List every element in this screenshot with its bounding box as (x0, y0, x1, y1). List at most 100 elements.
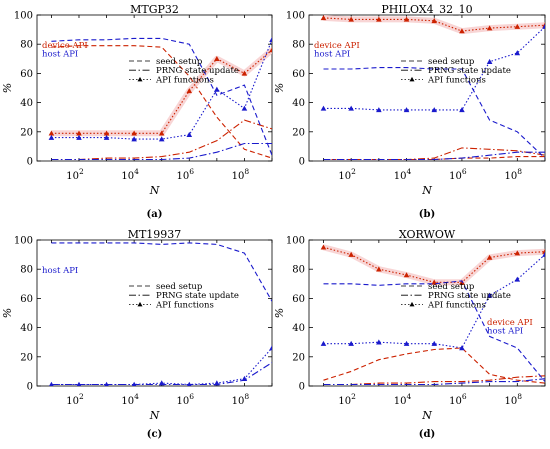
triangle-marker (186, 381, 192, 386)
legend-label: seed setup (428, 282, 475, 292)
triangle-marker (48, 134, 55, 140)
triangle-marker (131, 381, 137, 386)
x-tick-label: 108 (232, 392, 250, 407)
triangle-marker (403, 340, 410, 346)
triangle-marker (320, 340, 327, 346)
legend-label: API functions (155, 75, 214, 85)
legend-marker (137, 76, 143, 82)
triangle-marker (103, 134, 110, 140)
triangle-marker (431, 340, 438, 346)
triangle-marker (376, 339, 382, 345)
panel-a: 0 20 40 60 80 100 102 104 106 108 MTGP32 N% (a) devic… (1, 3, 273, 220)
y-tick-label: 40 (20, 323, 33, 334)
plot-frame (36, 239, 273, 387)
y-tick-label: 20 (292, 127, 305, 138)
y-tick-label: 80 (20, 265, 33, 276)
y-tick-label: 40 (292, 98, 305, 109)
triangle-marker (348, 105, 354, 111)
triangle-marker (431, 107, 438, 113)
y-tick-label: 60 (20, 69, 33, 80)
triangle-marker (403, 16, 410, 22)
y-tick-label: 20 (292, 352, 305, 363)
y-tick-label: 20 (20, 352, 33, 363)
triangle-marker (514, 276, 521, 282)
y-tick-label: 60 (292, 294, 305, 305)
series-line-host-dashdot (323, 151, 545, 161)
legend-label: PRNG state update (428, 291, 511, 301)
panel-b: 0 20 40 60 80 100 102 104 106 108 PHILOX4_32_10 N% (… (273, 3, 546, 220)
triangle-marker (320, 15, 327, 21)
y-tick-label: 0 (299, 382, 305, 393)
legend-label: PRNG state update (156, 291, 239, 301)
triangle-marker (214, 86, 220, 92)
triangle-marker (158, 130, 165, 136)
triangle-marker (76, 381, 82, 386)
y-tick-label: 80 (292, 40, 305, 51)
triangle-marker (158, 136, 165, 142)
triangle-marker (241, 105, 248, 111)
triangle-marker (486, 25, 493, 31)
triangle-marker (48, 130, 55, 136)
triangle-marker (542, 23, 545, 29)
triangle-marker (269, 37, 272, 43)
legend-api-label: host API (42, 50, 78, 60)
triangle-marker (269, 345, 272, 351)
series-line-device-dotted-triangle (323, 17, 545, 32)
legend-api-label: host API (42, 266, 78, 276)
series-line-host-dotted-triangle (51, 347, 272, 386)
y-tick-label: 0 (27, 382, 33, 393)
triangle-marker (131, 136, 137, 142)
legend-label: PRNG state update (428, 66, 511, 76)
triangle-marker (403, 272, 410, 278)
x-axis-label: N (421, 184, 432, 197)
triangle-marker (186, 88, 193, 94)
triangle-marker (542, 251, 545, 257)
series-layer (320, 244, 545, 386)
y-axis-label: % (273, 83, 286, 93)
triangle-marker (486, 254, 493, 260)
triangle-marker (241, 70, 248, 76)
triangle-marker (348, 251, 354, 257)
chart-title: XORWOW (399, 228, 456, 241)
x-axis-label: N (421, 409, 432, 422)
y-tick-label: 100 (286, 11, 305, 22)
x-tick-label: 104 (121, 167, 139, 182)
series-line-host-dashed (51, 37, 272, 156)
series-line-device-dashed (51, 45, 272, 159)
series-line-host-dashed (51, 242, 272, 302)
x-tick-label: 102 (338, 392, 356, 407)
legend-left: host API (42, 266, 78, 276)
x-tick-label: 104 (394, 392, 412, 407)
legend-api-label: device API (42, 41, 88, 51)
triangle-marker (542, 248, 545, 254)
series-line-host-dashed (323, 67, 545, 159)
y-tick-label: 60 (20, 294, 33, 305)
triangle-marker (158, 380, 165, 386)
legend-api-label: device API (314, 41, 360, 51)
triangle-marker (376, 266, 382, 272)
triangle-marker (459, 345, 465, 351)
y-tick-label: 0 (27, 157, 33, 168)
triangle-marker (241, 375, 248, 381)
x-tick-label: 108 (232, 167, 250, 182)
triangle-marker (76, 134, 82, 140)
legend-label: seed setup (428, 57, 475, 67)
y-tick-label: 80 (292, 265, 305, 276)
plot-frame (36, 14, 273, 162)
legend-label: seed setup (156, 57, 203, 67)
triangle-marker (486, 292, 493, 298)
x-tick-label: 102 (66, 167, 84, 182)
legend-label: API functions (427, 75, 486, 85)
x-tick-label: 108 (505, 392, 523, 407)
triangle-marker (214, 380, 220, 386)
x-tick-label: 104 (394, 167, 412, 182)
y-axis-label: % (273, 308, 286, 318)
panel-caption: (b) (419, 209, 435, 220)
y-tick-label: 40 (20, 98, 33, 109)
triangle-marker (514, 50, 521, 56)
triangle-marker (514, 250, 521, 256)
chart-title: MT19937 (128, 228, 182, 241)
series-line-host-dashdot (51, 142, 272, 161)
